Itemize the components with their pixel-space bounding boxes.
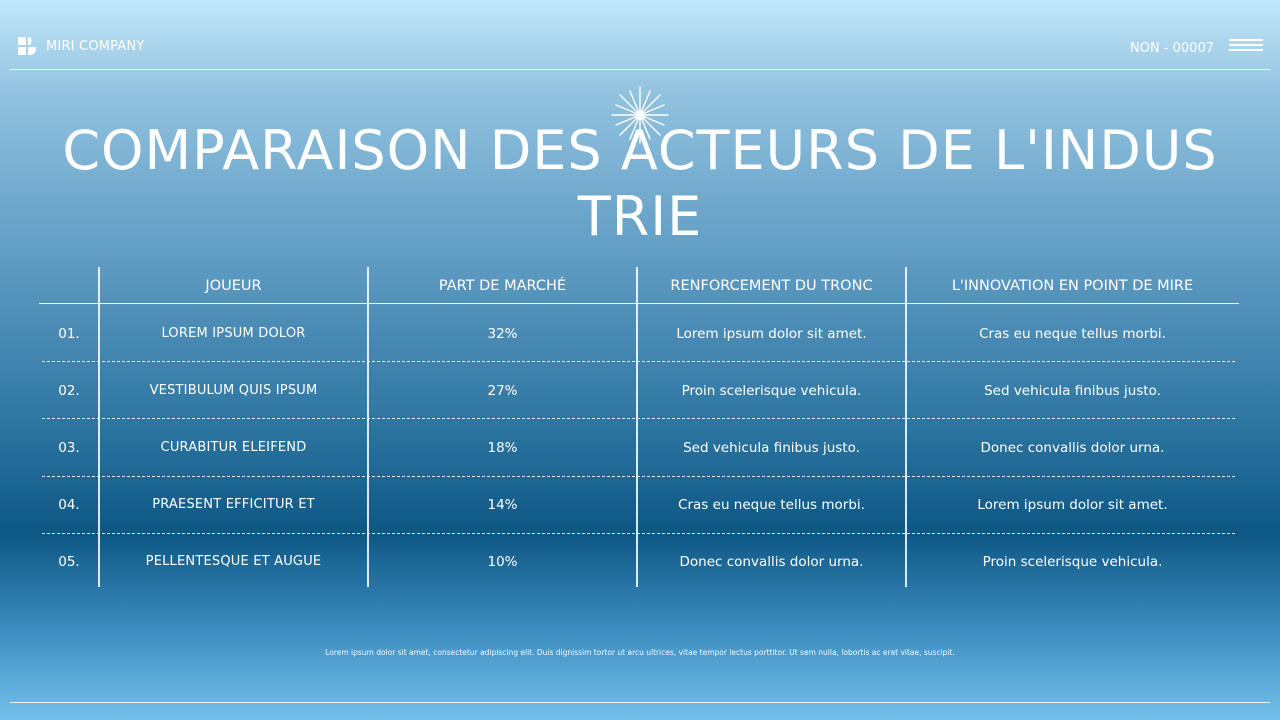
sparkle-icon [611,86,669,144]
column-header-market-share: PART DE MARCHÉ [438,278,567,294]
row-divider [42,418,1235,419]
table-row: 04. PRAESENT EFFICITUR ET 14% Cras eu ne… [39,476,1239,533]
innovation: Donec convallis dolor urna. [980,439,1165,456]
innovation: Sed vehicula finibus justo. [984,382,1161,399]
document-reference: NON - 00007 [1130,41,1214,56]
column-divider [636,267,638,587]
player-name: PRAESENT EFFICITUR ET [152,497,315,512]
market-share: 10% [487,553,518,570]
row-number: 02. [58,382,80,399]
column-divider [98,267,100,587]
brand-logo-icon [18,37,36,55]
strength: Cras eu neque tellus morbi. [678,496,865,513]
footer-divider [10,702,1270,703]
header-divider [10,69,1270,70]
innovation: Proin scelerisque vehicula. [982,553,1163,570]
header-row-divider [39,303,1239,304]
row-divider [42,533,1235,534]
market-share: 18% [487,439,518,456]
market-share: 27% [487,382,518,399]
strength: Donec convallis dolor urna. [679,553,864,570]
column-header-strength: RENFORCEMENT DU TRONC [670,278,873,294]
row-number: 01. [58,325,80,342]
table-row: 05. PELLENTESQUE ET AUGUE 10% Donec conv… [39,533,1239,590]
table-row: 03. CURABITUR ELEIFEND 18% Sed vehicula … [39,419,1239,476]
column-divider [367,267,369,587]
column-divider [905,267,907,587]
player-name: PELLENTESQUE ET AUGUE [145,554,322,569]
brand-name: MIRI COMPANY [46,38,145,54]
page-title: COMPARAISON DES ACTEURS DE L'INDUSTRIE [62,119,1218,248]
player-name: CURABITUR ELEIFEND [160,440,307,455]
market-share: 32% [487,325,518,342]
table-row: 02. VESTIBULUM QUIS IPSUM 27% Proin scel… [39,362,1239,419]
row-number: 04. [58,496,80,513]
innovation: Cras eu neque tellus morbi. [979,325,1166,342]
row-number: 05. [58,553,80,570]
strength: Proin scelerisque vehicula. [681,382,862,399]
row-divider [42,361,1235,362]
row-divider [42,476,1235,477]
comparison-table: JOUEUR PART DE MARCHÉ RENFORCEMENT DU TR… [39,267,1239,587]
footnote: Lorem ipsum dolor sit amet, consectetur … [325,648,955,657]
column-header-innovation: L'INNOVATION EN POINT DE MIRE [951,278,1194,294]
column-header-player: JOUEUR [205,278,262,294]
strength: Lorem ipsum dolor sit amet. [676,325,867,342]
brand: MIRI COMPANY [17,36,145,56]
table-row: 01. LOREM IPSUM DOLOR 32% Lorem ipsum do… [39,305,1239,362]
market-share: 14% [487,496,518,513]
hamburger-menu-icon[interactable] [1229,39,1263,53]
player-name: LOREM IPSUM DOLOR [161,326,306,341]
player-name: VESTIBULUM QUIS IPSUM [149,383,318,398]
row-number: 03. [58,439,80,456]
strength: Sed vehicula finibus justo. [683,439,860,456]
innovation: Lorem ipsum dolor sit amet. [977,496,1168,513]
